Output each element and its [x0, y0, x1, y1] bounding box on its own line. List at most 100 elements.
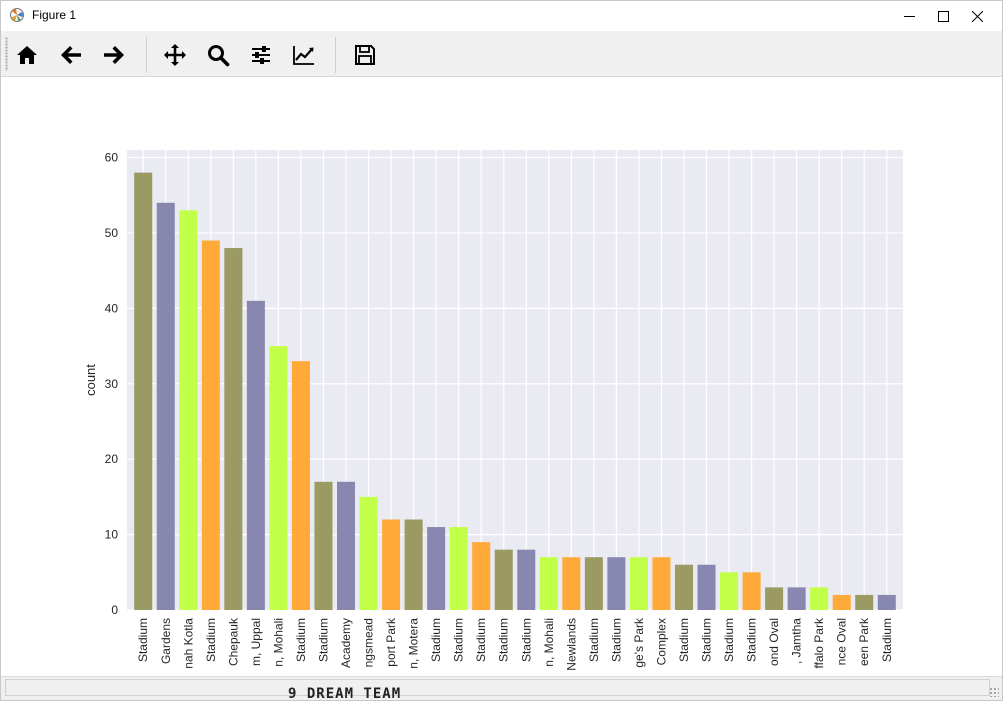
- toolbar-separator: [335, 37, 336, 73]
- y-tick-label: 20: [105, 452, 119, 466]
- sliders-icon: [252, 46, 270, 64]
- status-message-area: [5, 679, 990, 696]
- x-tick-label: Stadium: [474, 618, 488, 662]
- line-chart-icon: [293, 46, 314, 65]
- x-tick-label: Stadium: [587, 618, 601, 662]
- x-tick-label: n, Mohali: [271, 618, 285, 667]
- x-tick-label: Stadium: [429, 618, 443, 662]
- x-tick-label: Stadium: [452, 618, 466, 662]
- bar: [427, 527, 446, 610]
- close-button[interactable]: [954, 1, 1000, 31]
- window-title: Figure 1: [32, 8, 77, 22]
- bar: [224, 248, 243, 611]
- x-tick-label: Stadium: [316, 618, 330, 662]
- bar: [832, 594, 851, 610]
- figure-canvas[interactable]: 0 10 20 30 40 50 60 Stadium Gardens nah Kotla Sta…: [1, 78, 1002, 676]
- bar: [810, 587, 829, 610]
- y-tick-label: 60: [105, 151, 119, 165]
- maximize-icon: [937, 10, 949, 22]
- minimize-button[interactable]: [886, 1, 932, 31]
- y-axis-label: count: [83, 364, 98, 396]
- maximize-button[interactable]: [920, 1, 966, 31]
- bar: [246, 300, 265, 610]
- bar: [765, 587, 784, 610]
- x-tick-label: , Jamtha: [790, 618, 804, 664]
- bar: [674, 564, 694, 610]
- y-tick-label: 40: [105, 301, 119, 315]
- x-tick-label: Stadium: [294, 618, 308, 662]
- x-tick-label: Chepauk: [226, 617, 240, 666]
- save-button[interactable]: [349, 39, 381, 71]
- pan-button[interactable]: [159, 39, 191, 71]
- back-button[interactable]: [55, 39, 87, 71]
- y-tick-label: 50: [105, 226, 119, 240]
- x-tick-label: n, Motera: [407, 618, 421, 669]
- x-tick-label: Stadium: [722, 618, 736, 662]
- bar: [494, 549, 513, 610]
- forward-button[interactable]: [98, 39, 130, 71]
- x-tick-label: ond Oval: [767, 618, 781, 666]
- toolbar-grip[interactable]: [5, 37, 8, 71]
- x-axis-ticks: Stadium Gardens nah Kotla Stadium Chepauk m, …: [136, 617, 894, 671]
- x-tick-label: ngsmead: [362, 618, 376, 667]
- x-tick-label: Stadium: [700, 618, 714, 662]
- move-icon: [164, 44, 186, 66]
- y-tick-label: 10: [105, 528, 119, 542]
- title-bar[interactable]: Figure 1: [1, 1, 1002, 31]
- x-tick-label: nah Kotla: [181, 618, 195, 669]
- matplotlib-app-icon: [9, 7, 25, 23]
- x-tick-label: n, Mohali: [542, 618, 556, 667]
- bar: [134, 172, 153, 610]
- bar: [584, 557, 603, 610]
- x-tick-label: Complex: [654, 618, 668, 665]
- x-tick-label: m, Uppal: [249, 618, 263, 666]
- bar: [787, 587, 806, 610]
- bar: [855, 594, 874, 610]
- x-tick-label: Stadium: [204, 618, 218, 662]
- bar: [156, 202, 175, 610]
- bar: [652, 557, 671, 610]
- x-tick-label: Stadium: [880, 618, 894, 662]
- bar: [472, 542, 491, 610]
- x-tick-label: Stadium: [745, 618, 759, 662]
- x-tick-label: Stadium: [609, 618, 623, 662]
- y-tick-label: 0: [111, 603, 118, 617]
- navigation-toolbar: [1, 31, 1002, 77]
- bar: [697, 564, 716, 610]
- bar: [179, 210, 198, 610]
- bar: [720, 572, 739, 610]
- magnifier-icon: [208, 45, 230, 67]
- home-icon: [17, 46, 37, 64]
- zoom-button[interactable]: [202, 39, 234, 71]
- x-tick-label: Gardens: [159, 618, 173, 664]
- bar: [629, 557, 648, 610]
- bar: [449, 527, 468, 610]
- bar: [269, 346, 288, 610]
- bar: [314, 481, 333, 610]
- axes-edit-button[interactable]: [288, 39, 320, 71]
- y-axis-ticks: 0 10 20 30 40 50 60: [105, 151, 119, 617]
- bar: [877, 594, 896, 610]
- bar: [404, 519, 423, 610]
- arrow-left-icon: [61, 46, 81, 64]
- bar: [359, 496, 378, 610]
- bar: [517, 549, 536, 610]
- bar: [291, 361, 310, 610]
- resize-grip[interactable]: [989, 687, 999, 697]
- bar: [336, 481, 356, 610]
- close-icon: [971, 10, 983, 22]
- subplots-button[interactable]: [245, 39, 277, 71]
- x-tick-label: een Park: [857, 617, 871, 666]
- plot-area: [127, 150, 903, 610]
- toolbar-separator: [146, 37, 147, 73]
- x-tick-label: ffalo Park: [812, 617, 826, 668]
- y-tick-label: 30: [105, 377, 119, 391]
- x-tick-label: Stadium: [497, 618, 511, 662]
- bar: [201, 240, 220, 610]
- bar: [562, 557, 581, 610]
- home-button[interactable]: [11, 39, 43, 71]
- x-tick-label: nce Oval: [835, 618, 849, 665]
- bar: [539, 557, 558, 610]
